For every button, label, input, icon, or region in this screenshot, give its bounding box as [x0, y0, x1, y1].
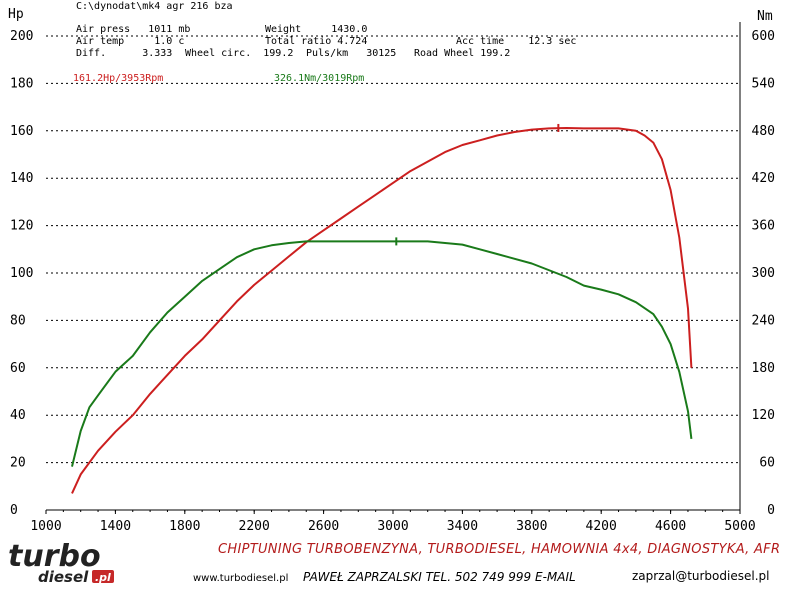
- y-right-tick-label: 420: [752, 171, 775, 186]
- y-right-axis-label: Nm: [757, 9, 773, 24]
- y-right-tick-label: 120: [752, 408, 775, 423]
- air-press: Air press 1011 mb: [76, 24, 190, 35]
- logo-pl-badge: [92, 570, 114, 583]
- y-right-tick-label: 300: [752, 266, 775, 281]
- torque-curve: [71, 240, 693, 467]
- wheel-circ: Wheel circ. 199.2: [185, 48, 293, 59]
- y-right-tick-label: 0: [767, 503, 775, 518]
- x-tick-label: 3800: [516, 519, 547, 534]
- y-right-tick-label: 360: [752, 219, 775, 234]
- puls-km: Puls/km 30125: [306, 48, 396, 59]
- x-tick-label: 1400: [100, 519, 131, 534]
- footer: turbo diesel .pl CHIPTUNING TURBOBENZYNA…: [8, 539, 780, 586]
- header-info: C:\dynodat\mk4 agr 216 bza Air press 101…: [76, 1, 576, 59]
- y-right-tick-label: 60: [759, 456, 775, 471]
- website-link[interactable]: www.turbodiesel.pl: [193, 573, 288, 584]
- x-tick-label: 2200: [239, 519, 270, 534]
- series-curves: [71, 127, 693, 494]
- y-left-tick-label: 20: [10, 456, 26, 471]
- y-right-tick-label: 480: [752, 124, 775, 139]
- diff: Diff. 3.333: [76, 48, 172, 59]
- road-wheel: Road Wheel 199.2: [414, 48, 510, 59]
- y-left-tick-label: 60: [10, 361, 26, 376]
- x-tick-label: 4600: [655, 519, 686, 534]
- contact-text: PAWEŁ ZAPRZALSKI TEL. 502 749 999 E-MAIL: [303, 570, 576, 584]
- file-path: C:\dynodat\mk4 agr 216 bza: [76, 1, 233, 12]
- air-temp: Air temp 1.0 c: [76, 36, 184, 47]
- x-tick-label: 3400: [447, 519, 478, 534]
- y-left-tick-labels: 0 20 40 60 80 100 120 140 160 180 200: [10, 29, 33, 518]
- y-right-tick-labels: 0 60 120 180 240 300 360 420 480 540 600: [752, 29, 775, 518]
- x-tick-label: 3000: [377, 519, 408, 534]
- y-right-tick-label: 240: [752, 313, 775, 328]
- y-left-tick-label: 160: [10, 124, 33, 139]
- y-left-tick-label: 120: [10, 219, 33, 234]
- plot-frame: [45, 22, 741, 514]
- power-curve: [71, 127, 693, 494]
- y-right-tick-label: 600: [752, 29, 775, 44]
- power-peak-label: 161.2Hp/3953Rpm: [73, 73, 163, 84]
- y-left-tick-label: 80: [10, 313, 26, 328]
- y-left-tick-label: 0: [10, 503, 18, 518]
- y-left-tick-label: 140: [10, 171, 33, 186]
- logo-diesel-text: diesel: [38, 568, 89, 586]
- total-ratio: Total ratio 4.724: [265, 36, 367, 47]
- y-left-tick-label: 40: [10, 408, 26, 423]
- services-text: CHIPTUNING TURBOBENZYNA, TURBODIESEL, HA…: [218, 542, 780, 557]
- logo-turbo-text: turbo: [8, 539, 101, 574]
- email-link[interactable]: zaprzal@turbodiesel.pl: [632, 569, 769, 583]
- y-left-tick-label: 100: [10, 266, 33, 281]
- y-left-axis-label: Hp: [8, 7, 24, 22]
- x-tick-labels: 1000 1400 1800 2200 2600 3000 3400 3800 4200 4600…: [30, 519, 755, 534]
- torque-peak-label: 326.1Nm/3019Rpm: [274, 73, 364, 84]
- logo-pl-text: .pl: [95, 571, 111, 584]
- x-tick-label: 2600: [308, 519, 339, 534]
- turbodiesel-logo: turbo diesel .pl: [8, 539, 114, 586]
- x-tick-label: 4200: [586, 519, 617, 534]
- peak-markers: [395, 123, 560, 246]
- y-left-tick-label: 180: [10, 76, 33, 91]
- weight: Weight 1430.0: [265, 24, 367, 35]
- x-tick-label: 5000: [724, 519, 755, 534]
- y-left-tick-label: 200: [10, 29, 33, 44]
- y-right-tick-label: 180: [752, 361, 775, 376]
- acc-time: Acc time 12.3 sec: [456, 36, 576, 47]
- x-tick-label: 1800: [169, 519, 200, 534]
- y-right-tick-label: 540: [752, 76, 775, 91]
- x-tick-label: 1000: [30, 519, 61, 534]
